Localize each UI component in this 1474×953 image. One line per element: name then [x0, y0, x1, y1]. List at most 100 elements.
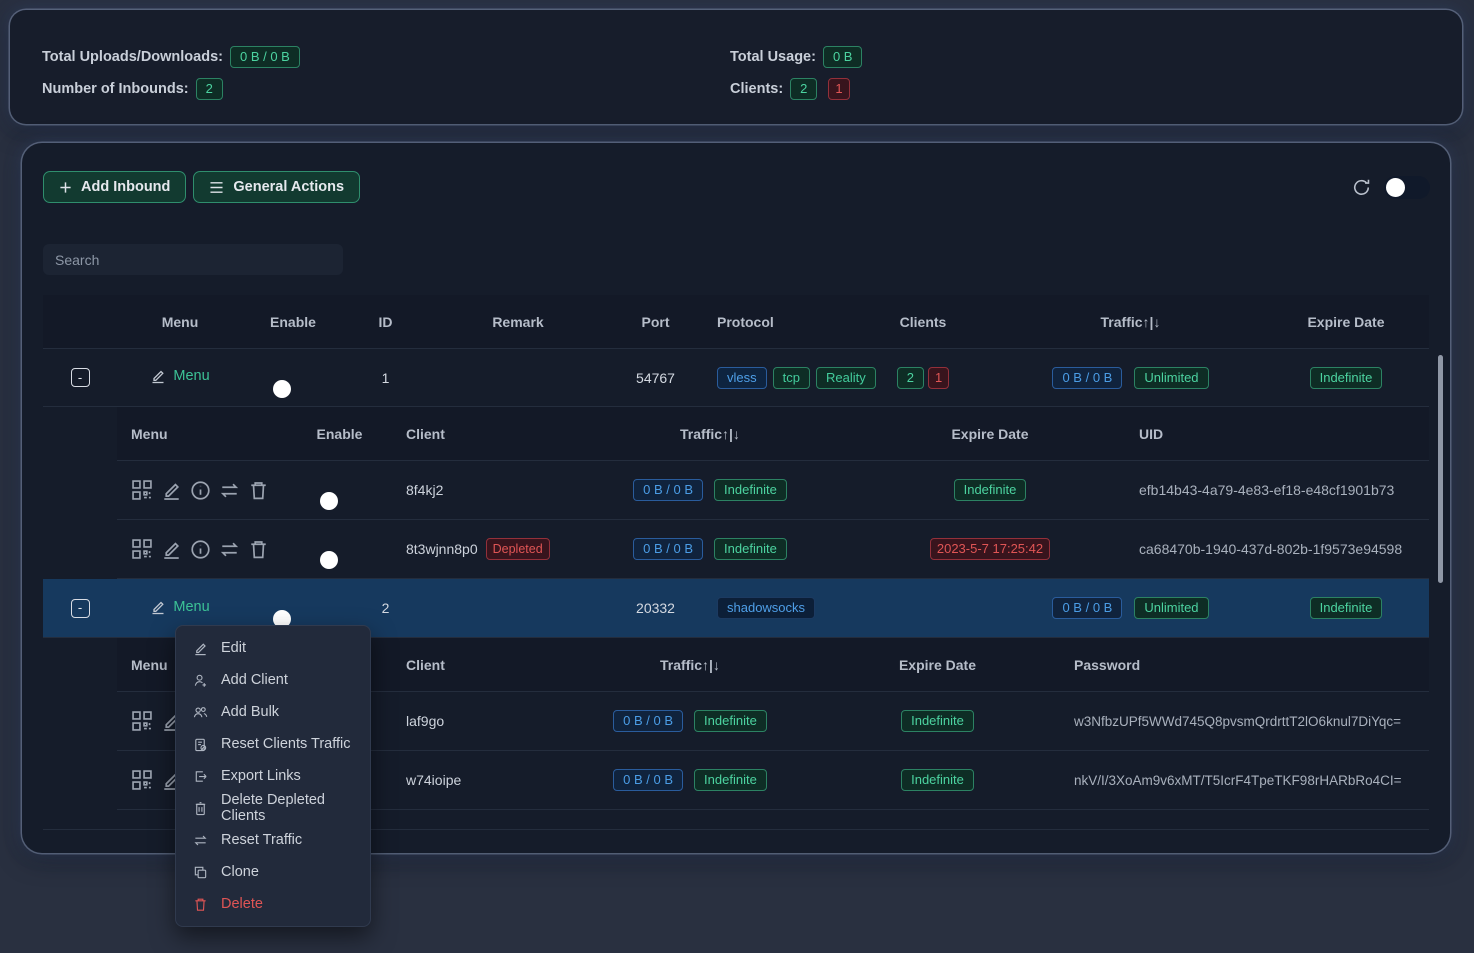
- inbound-port: 20332: [608, 600, 703, 616]
- edit-icon[interactable]: [161, 539, 182, 560]
- qr-code-icon[interactable]: [131, 538, 153, 560]
- edit-icon[interactable]: [161, 480, 182, 501]
- expire-badge: Indefinite: [901, 769, 974, 791]
- menu-item-reset-clients-traffic[interactable]: Reset Clients Traffic: [176, 728, 370, 760]
- subcol-password: Password: [1060, 657, 1429, 673]
- col-clients: Clients: [848, 314, 998, 330]
- inbound-id: 1: [343, 370, 428, 386]
- qr-code-icon[interactable]: [131, 479, 153, 501]
- expire-badge: Indefinite: [1310, 597, 1383, 619]
- total-usage-label: Total Usage:: [730, 49, 816, 65]
- edit-icon: [150, 599, 166, 615]
- total-uploads-downloads-label: Total Uploads/Downloads:: [42, 49, 223, 65]
- clients-subtable-1: Menu Enable Client Traffic↑|↓ Expire Dat…: [117, 407, 1429, 579]
- refresh-icon[interactable]: [1352, 178, 1371, 197]
- inbound-menu-link[interactable]: Menu: [150, 599, 209, 615]
- reset-traffic-icon[interactable]: [219, 480, 240, 501]
- copy-icon: [193, 865, 208, 880]
- menu-item-add-client[interactable]: Add Client: [176, 664, 370, 696]
- edit-icon: [193, 641, 208, 656]
- inbound-port: 54767: [608, 370, 703, 386]
- delete-icon[interactable]: [248, 480, 269, 501]
- subcol-traffic[interactable]: Traffic↑|↓: [565, 657, 815, 673]
- subcol-menu: Menu: [117, 426, 287, 442]
- add-inbound-label: Add Inbound: [81, 179, 170, 195]
- traffic-badge: 0 B / 0 B: [633, 479, 703, 501]
- stats-row-1: Total Uploads/Downloads: 0 B / 0 B Total…: [42, 41, 1462, 73]
- traffic-limit-badge: Indefinite: [694, 710, 767, 732]
- traffic-cell: 0 B / 0 B Unlimited: [998, 597, 1263, 619]
- collapse-button[interactable]: -: [71, 599, 90, 618]
- client-row: 8t3wjnn8p0 Depleted 0 B / 0 B Indefinite…: [117, 520, 1429, 579]
- client-name: 8t3wjnn8p0 Depleted: [392, 538, 565, 560]
- col-id: ID: [343, 314, 428, 330]
- qr-code-icon[interactable]: [131, 769, 153, 791]
- edit-icon: [150, 368, 166, 384]
- trash-depleted-icon: [193, 801, 208, 816]
- dark-mode-toggle[interactable]: [1384, 176, 1430, 199]
- delete-icon[interactable]: [248, 539, 269, 560]
- col-remark: Remark: [428, 314, 608, 330]
- subcol-client: Client: [392, 657, 565, 673]
- client-traffic-cell: 0 B / 0 B Indefinite: [565, 479, 855, 501]
- toolbar: Add Inbound General Actions: [43, 171, 1430, 203]
- traffic-badge: 0 B / 0 B: [1052, 367, 1122, 389]
- subcol-expire: Expire Date: [815, 657, 1060, 673]
- client-name: laf9go: [392, 713, 565, 729]
- table-header-row: Menu Enable ID Remark Port Protocol Clie…: [43, 295, 1429, 349]
- subcol-enable: Enable: [287, 426, 392, 442]
- client-actions: [117, 479, 287, 501]
- client-password: w3NfbzUPf5WWd745Q8pvsmQrdrttT2lO6knul7Di…: [1060, 714, 1429, 729]
- subcol-uid: UID: [1125, 426, 1429, 442]
- col-traffic[interactable]: Traffic↑|↓: [998, 314, 1263, 330]
- scrollbar-thumb[interactable]: [1438, 355, 1443, 583]
- collapse-button[interactable]: -: [71, 368, 90, 387]
- add-inbound-button[interactable]: Add Inbound: [43, 171, 186, 203]
- search-input[interactable]: [43, 244, 343, 275]
- expire-badge: Indefinite: [954, 479, 1027, 501]
- clients-depleted-badge: 1: [928, 367, 949, 389]
- general-actions-button[interactable]: General Actions: [193, 171, 360, 203]
- reset-traffic-icon[interactable]: [219, 539, 240, 560]
- traffic-badge: 0 B / 0 B: [613, 769, 683, 791]
- menu-item-reset-traffic[interactable]: Reset Traffic: [176, 824, 370, 856]
- client-uid: efb14b43-4a79-4e83-ef18-e48cf1901b73: [1125, 482, 1429, 498]
- menu-item-export-links[interactable]: Export Links: [176, 760, 370, 792]
- traffic-limit-badge: Indefinite: [714, 538, 787, 560]
- client-traffic-cell: 0 B / 0 B Indefinite: [565, 538, 855, 560]
- number-of-inbounds-value: 2: [196, 78, 223, 100]
- qr-code-icon[interactable]: [131, 710, 153, 732]
- total-usage-value: 0 B: [823, 46, 863, 68]
- menu-item-delete-depleted-clients[interactable]: Delete Depleted Clients: [176, 792, 370, 824]
- menu-item-add-bulk[interactable]: Add Bulk: [176, 696, 370, 728]
- depleted-badge: Depleted: [486, 538, 550, 560]
- hamburger-icon: [209, 181, 224, 194]
- clients-online-badge: 2: [897, 367, 924, 389]
- traffic-limit-badge: Unlimited: [1134, 597, 1208, 619]
- general-actions-label: General Actions: [233, 179, 344, 195]
- col-expire-date: Expire Date: [1263, 314, 1429, 330]
- reset-traffic-icon: [193, 833, 208, 848]
- menu-item-delete[interactable]: Delete: [176, 888, 370, 920]
- user-add-icon: [193, 673, 208, 688]
- trash-icon: [193, 897, 208, 912]
- info-icon[interactable]: [190, 539, 211, 560]
- client-row: 8f4kj2 0 B / 0 B Indefinite Indefinite e…: [117, 461, 1429, 520]
- info-icon[interactable]: [190, 480, 211, 501]
- subtable-header-row: Menu Enable Client Traffic↑|↓ Expire Dat…: [117, 407, 1429, 461]
- col-enable: Enable: [243, 314, 343, 330]
- clients-label: Clients:: [730, 81, 783, 97]
- clients-active-badge: 2: [790, 78, 817, 100]
- protocol-tags: shadowsocks: [703, 597, 848, 619]
- client-name: w74ioipe: [392, 772, 565, 788]
- subcol-traffic[interactable]: Traffic↑|↓: [565, 426, 855, 442]
- subcol-client: Client: [392, 426, 565, 442]
- traffic-limit-badge: Indefinite: [694, 769, 767, 791]
- menu-item-clone[interactable]: Clone: [176, 856, 370, 888]
- client-actions: [117, 538, 287, 560]
- traffic-limit-badge: Unlimited: [1134, 367, 1208, 389]
- client-uid: ca68470b-1940-437d-802b-1f9573e94598: [1125, 541, 1429, 557]
- menu-item-edit[interactable]: Edit: [176, 632, 370, 664]
- clipboard-reset-icon: [193, 737, 208, 752]
- inbound-menu-link[interactable]: Menu: [150, 368, 209, 384]
